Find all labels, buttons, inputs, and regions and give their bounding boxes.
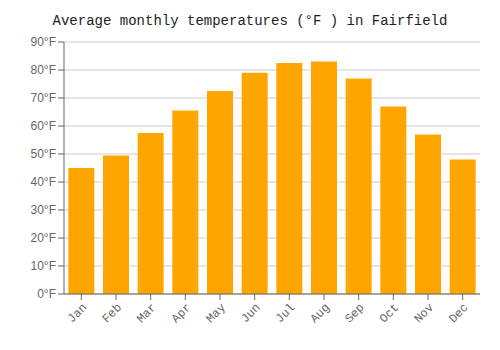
svg-text:Aug: Aug: [308, 301, 333, 326]
svg-text:Mar: Mar: [134, 301, 159, 326]
svg-text:80°F: 80°F: [31, 63, 56, 77]
svg-text:10°F: 10°F: [31, 259, 56, 273]
svg-text:Jan: Jan: [65, 301, 90, 326]
svg-text:50°F: 50°F: [31, 147, 56, 161]
svg-text:Dec: Dec: [446, 301, 471, 326]
svg-text:90°F: 90°F: [31, 35, 56, 49]
svg-text:30°F: 30°F: [31, 203, 56, 217]
svg-text:May: May: [204, 301, 229, 326]
svg-text:Oct: Oct: [377, 301, 402, 326]
svg-text:60°F: 60°F: [31, 119, 56, 133]
svg-text:Sep: Sep: [342, 301, 367, 326]
svg-text:Feb: Feb: [100, 301, 125, 326]
svg-text:Jun: Jun: [238, 301, 263, 326]
svg-text:70°F: 70°F: [31, 91, 56, 105]
svg-text:40°F: 40°F: [31, 175, 56, 189]
svg-text:Apr: Apr: [169, 301, 194, 326]
svg-text:20°F: 20°F: [31, 231, 56, 245]
html-text:Average monthly temperatures (: Average monthly temperatures (°F ) in Fa…: [52, 13, 448, 29]
svg-text:0°F: 0°F: [37, 287, 56, 301]
svg-text:Nov: Nov: [412, 301, 437, 326]
svg-text:Jul: Jul: [273, 301, 298, 326]
